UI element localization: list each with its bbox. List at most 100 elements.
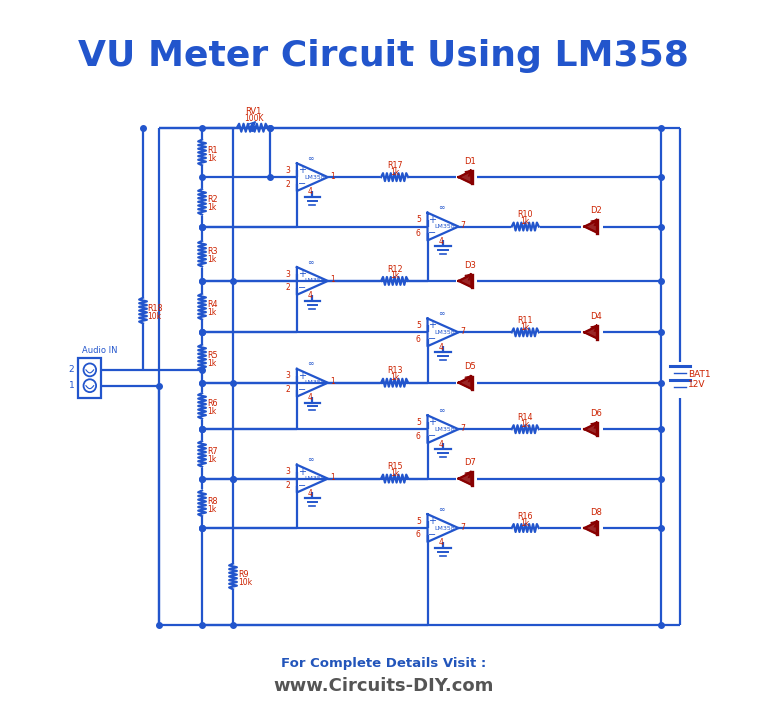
Text: 4: 4 <box>308 393 313 402</box>
Text: 5: 5 <box>416 215 421 224</box>
Polygon shape <box>459 472 472 485</box>
Text: VU Meter Circuit Using LM358: VU Meter Circuit Using LM358 <box>78 39 689 73</box>
Text: BAT1: BAT1 <box>688 370 710 379</box>
Text: 7: 7 <box>460 523 466 531</box>
Text: 1k: 1k <box>207 255 216 264</box>
Text: D5: D5 <box>464 362 476 372</box>
Text: R8: R8 <box>207 497 217 506</box>
Text: +: + <box>428 320 436 330</box>
Text: 1k: 1k <box>390 271 399 281</box>
Text: For Complete Details Visit :: For Complete Details Visit : <box>281 657 486 670</box>
Text: ∞: ∞ <box>308 455 314 464</box>
Text: LM358: LM358 <box>304 380 324 385</box>
Text: R17: R17 <box>387 161 403 170</box>
Text: 2: 2 <box>68 365 74 374</box>
Polygon shape <box>459 171 472 184</box>
Text: 2: 2 <box>285 284 290 292</box>
Text: R5: R5 <box>207 351 218 360</box>
Text: 12V: 12V <box>688 380 706 390</box>
Text: 5: 5 <box>416 418 421 427</box>
Text: 7: 7 <box>460 221 466 230</box>
Text: +: + <box>298 371 306 381</box>
Text: 1k: 1k <box>390 168 399 176</box>
Text: LM358: LM358 <box>435 427 456 432</box>
Text: 3: 3 <box>285 269 290 279</box>
Text: D1: D1 <box>464 157 476 166</box>
Text: 1k: 1k <box>207 308 216 317</box>
Text: 1k: 1k <box>207 359 216 368</box>
Text: D2: D2 <box>590 206 602 215</box>
Text: LM358: LM358 <box>435 224 456 229</box>
Text: +: + <box>428 516 436 526</box>
Text: −: − <box>298 384 306 395</box>
Text: 6: 6 <box>416 335 421 343</box>
Text: 1k: 1k <box>390 469 399 478</box>
Text: ∞: ∞ <box>438 505 444 514</box>
Text: Audio IN: Audio IN <box>82 346 117 355</box>
Text: ∞: ∞ <box>438 203 444 212</box>
Text: R2: R2 <box>207 195 218 204</box>
Text: LM358: LM358 <box>304 279 324 284</box>
Text: 4: 4 <box>308 292 313 300</box>
Text: 4: 4 <box>439 343 443 351</box>
Text: D4: D4 <box>590 312 602 321</box>
Text: R16: R16 <box>518 512 533 521</box>
Text: +: + <box>428 215 436 225</box>
Text: +: + <box>298 467 306 477</box>
Text: −: − <box>428 228 436 238</box>
Text: ∞: ∞ <box>308 154 314 163</box>
Bar <box>78 358 101 397</box>
Text: 1k: 1k <box>207 455 216 464</box>
Text: 7: 7 <box>460 327 466 336</box>
Polygon shape <box>584 326 597 338</box>
Text: 4: 4 <box>439 237 443 246</box>
Polygon shape <box>584 423 597 436</box>
Text: ∞: ∞ <box>308 258 314 266</box>
Text: 1k: 1k <box>521 323 530 332</box>
Text: D6: D6 <box>590 409 602 418</box>
Text: ∞: ∞ <box>308 359 314 369</box>
Text: −: − <box>428 334 436 344</box>
Text: R13: R13 <box>387 366 403 375</box>
Text: R10: R10 <box>518 210 533 219</box>
Text: −: − <box>428 431 436 441</box>
Text: R4: R4 <box>207 300 217 309</box>
Text: LM358: LM358 <box>304 476 324 481</box>
Text: R15: R15 <box>387 462 403 472</box>
Text: D3: D3 <box>464 261 476 269</box>
Text: 7: 7 <box>460 423 466 433</box>
Polygon shape <box>584 220 597 233</box>
Text: 5: 5 <box>416 517 421 526</box>
Text: R9: R9 <box>238 570 249 579</box>
Text: 2: 2 <box>285 179 290 189</box>
Text: +: + <box>298 165 306 175</box>
Text: 1k: 1k <box>207 154 216 163</box>
Text: 4: 4 <box>308 489 313 498</box>
Text: LM358: LM358 <box>435 526 456 531</box>
Text: 4: 4 <box>308 187 313 197</box>
Text: 1: 1 <box>330 473 334 482</box>
Text: 1: 1 <box>330 171 334 181</box>
Text: 6: 6 <box>416 229 421 238</box>
Text: 5: 5 <box>416 321 421 330</box>
Text: 2: 2 <box>285 385 290 394</box>
Polygon shape <box>584 522 597 534</box>
Text: 1k: 1k <box>207 505 216 514</box>
Polygon shape <box>459 275 472 287</box>
Text: 6: 6 <box>416 431 421 441</box>
Text: R11: R11 <box>518 316 533 325</box>
Text: R6: R6 <box>207 400 217 408</box>
Text: ∞: ∞ <box>438 406 444 415</box>
Polygon shape <box>459 377 472 389</box>
Text: R14: R14 <box>518 413 533 422</box>
Text: 3: 3 <box>285 166 290 175</box>
Text: 1: 1 <box>330 276 334 284</box>
Text: R3: R3 <box>207 247 217 256</box>
Text: LM358: LM358 <box>304 175 324 180</box>
Text: 3: 3 <box>285 467 290 476</box>
Text: D8: D8 <box>590 508 602 517</box>
Text: R18: R18 <box>147 304 163 313</box>
Text: 1: 1 <box>68 381 74 390</box>
Text: LM358: LM358 <box>435 330 456 335</box>
Text: www.Circuits-DIY.com: www.Circuits-DIY.com <box>273 678 494 696</box>
